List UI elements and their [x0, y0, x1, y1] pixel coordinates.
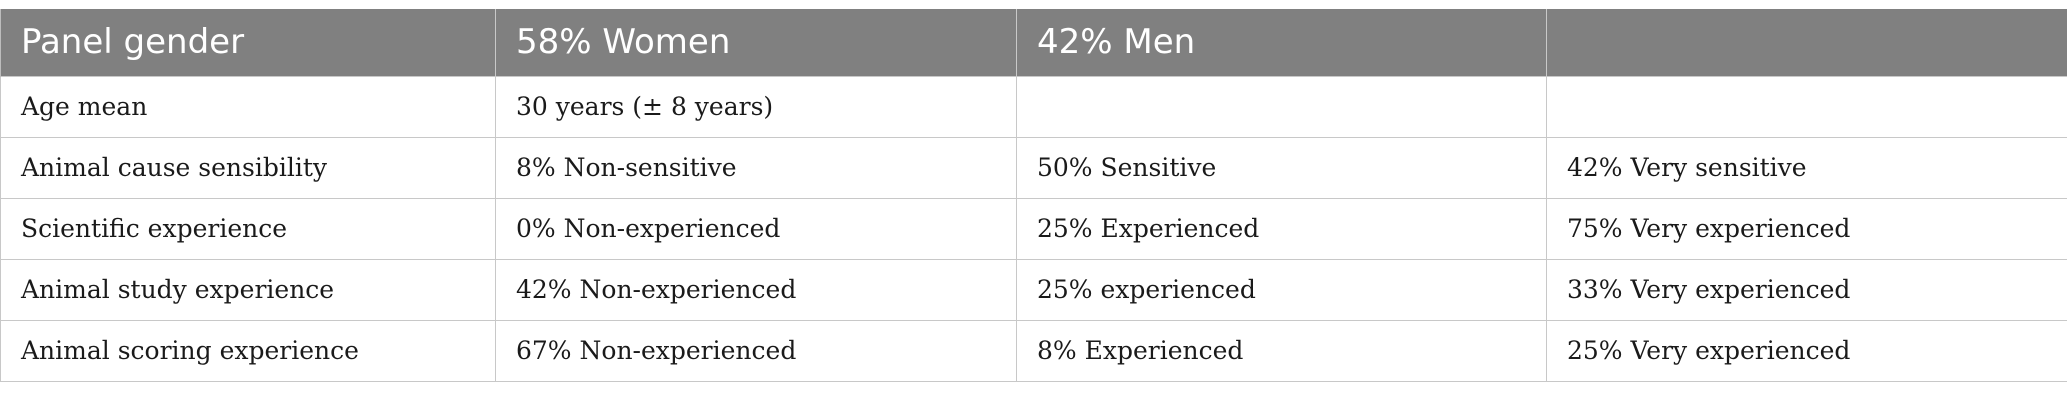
table-body: Age mean 30 years (± 8 years) Animal cau…: [0, 75, 2067, 382]
table-header: Panel gender 58% Women 42% Men: [0, 9, 2067, 76]
header-row: Panel gender 58% Women 42% Men: [0, 9, 2067, 76]
table-cell: 67% Non-experienced: [495, 319, 1017, 382]
table-cell: 75% Very experienced: [1546, 197, 2067, 260]
header-cell-empty: [1546, 9, 2067, 76]
header-cell-panel-gender: Panel gender: [0, 9, 496, 76]
table-cell: 25% Experienced: [1016, 197, 1547, 260]
table-cell: 42% Non-experienced: [495, 258, 1017, 321]
table-cell: 42% Very sensitive: [1546, 136, 2067, 199]
table-cell: [1016, 75, 1547, 138]
table-cell: 25% experienced: [1016, 258, 1547, 321]
table-row-animal-scoring-experience: Animal scoring experience 67% Non-experi…: [0, 319, 2067, 382]
table-row-animal-cause-sensibility: Animal cause sensibility 8% Non-sensitiv…: [0, 136, 2067, 199]
row-label-cell: Animal scoring experience: [0, 319, 496, 382]
table-row-animal-study-experience: Animal study experience 42% Non-experien…: [0, 258, 2067, 321]
row-label-cell: Age mean: [0, 75, 496, 138]
header-cell-women: 58% Women: [495, 9, 1017, 76]
table-cell: 25% Very experienced: [1546, 319, 2067, 382]
table-cell: 50% Sensitive: [1016, 136, 1547, 199]
table-cell: 33% Very experienced: [1546, 258, 2067, 321]
table-cell: 0% Non-experienced: [495, 197, 1017, 260]
row-label-cell: Animal cause sensibility: [0, 136, 496, 199]
table-cell: 8% Non-sensitive: [495, 136, 1017, 199]
table-row-scientific-experience: Scientific experience 0% Non-experienced…: [0, 197, 2067, 260]
table-cell: [1546, 75, 2067, 138]
demographics-table-container: Panel gender 58% Women 42% Men Age mean …: [0, 9, 2067, 382]
table-cell: 30 years (± 8 years): [495, 75, 1017, 138]
header-cell-men: 42% Men: [1016, 9, 1547, 76]
row-label-cell: Scientific experience: [0, 197, 496, 260]
demographics-table: Panel gender 58% Women 42% Men Age mean …: [0, 9, 2067, 382]
table-row-age-mean: Age mean 30 years (± 8 years): [0, 75, 2067, 138]
table-cell: 8% Experienced: [1016, 319, 1547, 382]
row-label-cell: Animal study experience: [0, 258, 496, 321]
